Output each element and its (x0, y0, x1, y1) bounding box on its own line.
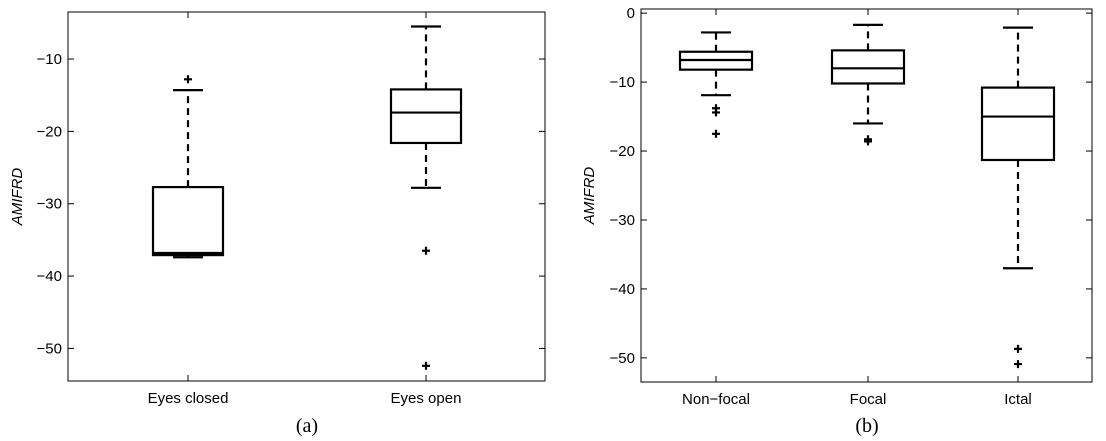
figure-caption: (b) (855, 415, 878, 437)
plot-frame (67, 11, 546, 382)
y-tick-label: 0 (627, 5, 635, 22)
y-tick-label: −40 (610, 281, 635, 298)
chart-a: −10 −20 −30 −40 −50 AMIFRD Eyes closed Eyes ope… (9, 11, 546, 437)
y-tick-label: −50 (37, 340, 62, 357)
y-tick-label: −20 (37, 123, 62, 140)
y-axis-label: AMIFRD (581, 167, 598, 226)
outlier-marker (712, 108, 720, 117)
outlier-marker (864, 137, 872, 146)
x-tick-label: Focal (850, 391, 887, 408)
y-tick-label: −50 (610, 350, 635, 367)
y-tick-label: −20 (610, 143, 635, 160)
x-tick-label: Non−focal (682, 391, 750, 408)
outlier-marker (712, 129, 720, 138)
y-tick-label: −30 (37, 196, 62, 213)
outlier-marker (1014, 344, 1022, 353)
box-iqr (151, 185, 225, 257)
outlier-marker (422, 246, 430, 255)
figure-caption: (a) (296, 415, 318, 437)
x-tick-label: Ictal (1004, 391, 1032, 408)
x-tick-label: Eyes closed (148, 390, 229, 407)
y-tick-label: −30 (610, 212, 635, 229)
outlier-marker (422, 361, 430, 370)
chart-b: 0 −10 −20 −30 −40 −50 AMIFRD Non−focal Focal Icta… (581, 5, 1093, 437)
y-tick-label: −40 (37, 268, 62, 285)
y-axis-label: AMIFRD (9, 168, 26, 227)
box-iqr (980, 86, 1056, 162)
y-tick-label: −10 (610, 74, 635, 91)
box-iqr (389, 88, 463, 145)
plot-frame (640, 8, 1093, 383)
y-tick-label: −10 (37, 51, 62, 68)
x-tick-label: Eyes open (391, 390, 462, 407)
outlier-marker (184, 75, 192, 84)
outlier-marker (1014, 360, 1022, 369)
box-iqr (830, 49, 906, 85)
